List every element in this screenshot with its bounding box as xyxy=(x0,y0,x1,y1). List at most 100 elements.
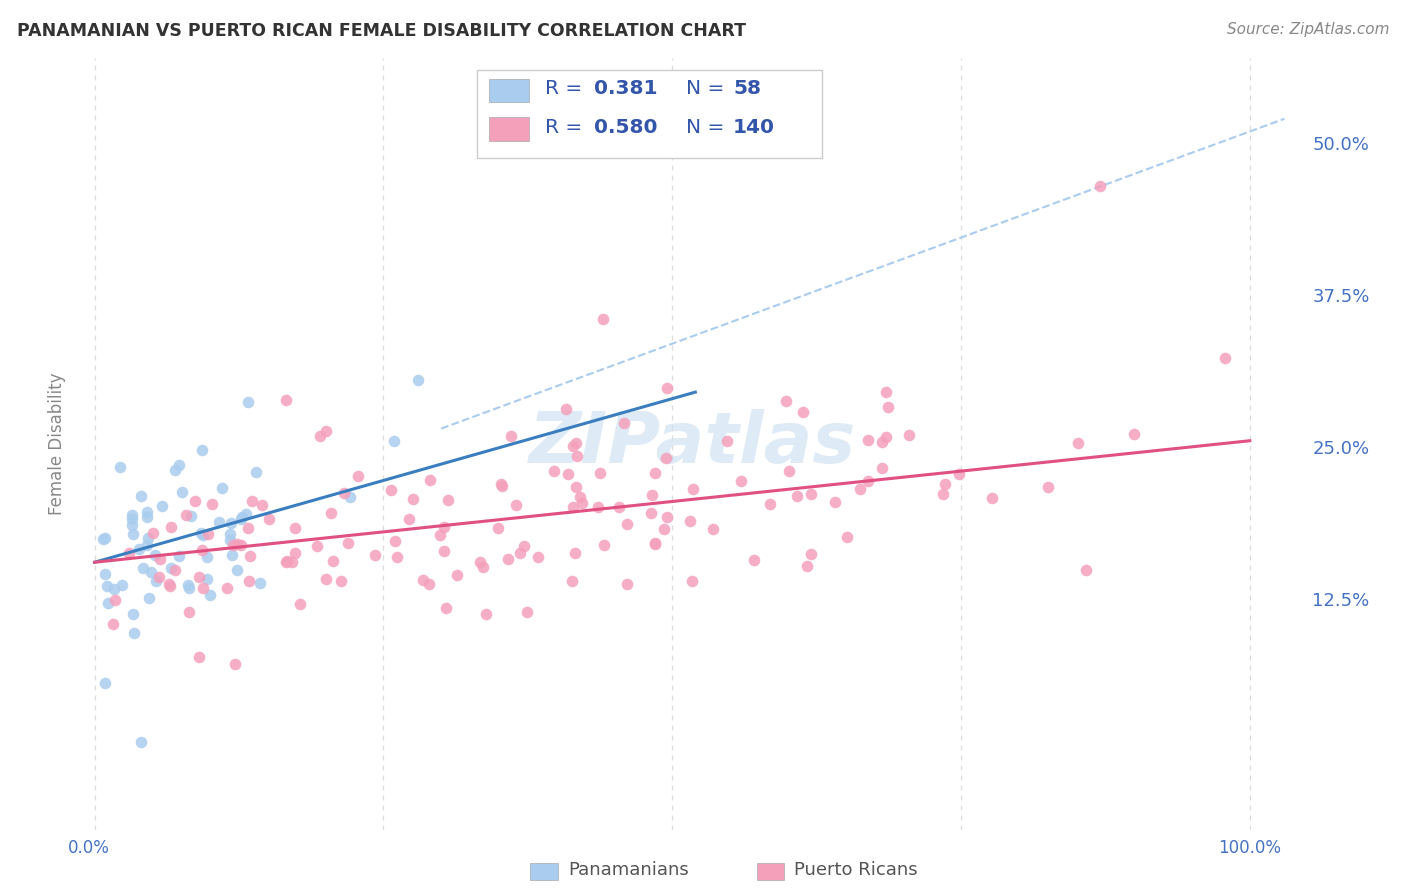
Y-axis label: Female Disability: Female Disability xyxy=(48,373,66,515)
Point xyxy=(837,529,859,543)
Point xyxy=(702,522,724,536)
Point xyxy=(644,466,666,480)
Point xyxy=(288,598,311,612)
Point xyxy=(644,536,666,550)
Point xyxy=(562,439,585,453)
Point xyxy=(159,578,181,592)
Text: Puerto Ricans: Puerto Ricans xyxy=(794,861,918,879)
Point xyxy=(382,434,405,448)
Point xyxy=(257,512,280,526)
Point xyxy=(118,546,141,560)
Point xyxy=(609,500,631,514)
Point xyxy=(1123,426,1146,441)
Point xyxy=(276,553,298,567)
Point xyxy=(163,564,186,578)
Text: 0.381: 0.381 xyxy=(595,79,658,98)
Point xyxy=(434,601,457,615)
Point xyxy=(121,517,143,532)
Point xyxy=(219,516,242,530)
Point xyxy=(616,516,638,531)
Point xyxy=(856,433,879,447)
Point xyxy=(775,394,797,409)
Point xyxy=(145,574,167,588)
Point xyxy=(143,549,166,563)
Point xyxy=(276,393,298,408)
Point xyxy=(730,474,752,488)
Point xyxy=(149,551,172,566)
Point xyxy=(402,491,425,506)
Point xyxy=(322,554,344,568)
Point xyxy=(654,451,676,466)
Point xyxy=(226,563,249,577)
Point xyxy=(307,539,329,553)
Text: 140: 140 xyxy=(733,118,775,137)
Point xyxy=(471,560,494,574)
Point xyxy=(557,467,579,482)
Point xyxy=(187,649,209,664)
Point xyxy=(239,549,262,563)
Point xyxy=(799,547,821,561)
Point xyxy=(179,581,201,595)
Point xyxy=(419,473,441,487)
Point xyxy=(592,312,614,326)
Point xyxy=(489,477,512,491)
Point xyxy=(93,531,115,545)
Text: PANAMANIAN VS PUERTO RICAN FEMALE DISABILITY CORRELATION CHART: PANAMANIAN VS PUERTO RICAN FEMALE DISABI… xyxy=(17,22,745,40)
Point xyxy=(877,400,900,414)
Point xyxy=(160,520,183,534)
Point xyxy=(315,572,337,586)
Point xyxy=(934,476,956,491)
Text: 0.0%: 0.0% xyxy=(67,839,110,857)
Point xyxy=(128,541,150,556)
Point xyxy=(190,525,212,540)
Point xyxy=(319,507,342,521)
Point xyxy=(786,489,808,503)
Point xyxy=(418,577,440,591)
Point xyxy=(198,588,221,602)
Point xyxy=(177,578,200,592)
Point xyxy=(652,522,675,536)
Point xyxy=(138,531,160,545)
Point xyxy=(433,544,456,558)
Point xyxy=(240,494,263,508)
Point xyxy=(229,512,252,526)
Point xyxy=(980,491,1002,505)
Point xyxy=(380,483,402,497)
Point xyxy=(103,582,125,597)
Point xyxy=(870,461,893,475)
Point xyxy=(555,402,578,417)
Point xyxy=(138,591,160,606)
Point xyxy=(208,516,231,530)
Point xyxy=(97,596,120,610)
Point xyxy=(384,534,406,549)
Point xyxy=(236,395,259,409)
Text: N =: N = xyxy=(686,118,724,137)
Point xyxy=(679,514,702,528)
Point xyxy=(569,490,592,504)
Point xyxy=(172,484,194,499)
Point xyxy=(1074,563,1097,577)
Point xyxy=(875,430,897,444)
Point xyxy=(655,380,678,394)
Point xyxy=(163,463,186,477)
Point xyxy=(211,481,233,495)
Point xyxy=(347,469,370,483)
Point xyxy=(870,435,893,450)
Point xyxy=(792,405,814,419)
Point xyxy=(111,578,134,592)
Point xyxy=(136,509,159,524)
Point xyxy=(141,565,163,579)
Point xyxy=(184,494,207,508)
Text: ZIPatlas: ZIPatlas xyxy=(529,409,856,478)
Point xyxy=(136,538,159,552)
Point xyxy=(132,561,155,575)
Point xyxy=(201,497,224,511)
Point xyxy=(191,542,214,557)
Text: Panamanians: Panamanians xyxy=(568,861,689,879)
Point xyxy=(616,577,638,591)
Point xyxy=(177,606,200,620)
FancyBboxPatch shape xyxy=(756,863,785,880)
Point xyxy=(180,508,202,523)
Point xyxy=(526,549,548,564)
Text: N =: N = xyxy=(686,79,724,98)
